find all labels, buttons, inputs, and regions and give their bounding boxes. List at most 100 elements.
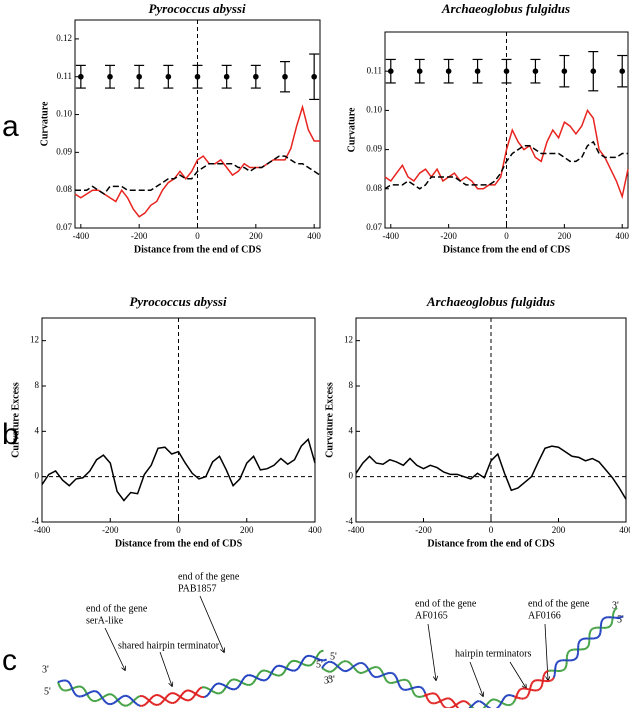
helix-strand bbox=[316, 657, 321, 661]
error-bar bbox=[588, 50, 599, 92]
helix-strand bbox=[387, 681, 390, 684]
helix-strand bbox=[336, 665, 340, 669]
helix-strand bbox=[500, 701, 503, 704]
helix-strand bbox=[498, 700, 502, 703]
helix-strand bbox=[526, 694, 529, 697]
helix-strand bbox=[210, 689, 215, 693]
helix-strand bbox=[72, 686, 76, 690]
helix-strand bbox=[334, 663, 337, 666]
helix-strand bbox=[340, 661, 344, 664]
helix-strand bbox=[226, 681, 230, 686]
helix-strand bbox=[502, 697, 505, 700]
helix-strand bbox=[365, 669, 368, 673]
helix-strand bbox=[190, 690, 194, 694]
helix-strand bbox=[127, 703, 131, 707]
chart-title: Pyrococcus abyssi bbox=[129, 294, 227, 309]
helix-strand bbox=[178, 695, 182, 699]
arrow bbox=[427, 623, 436, 680]
helix-strand bbox=[499, 702, 502, 706]
helix-strand bbox=[385, 679, 388, 682]
helix-strand bbox=[213, 690, 217, 694]
helix-strand bbox=[289, 659, 294, 663]
y-tick-label: 0.10 bbox=[56, 109, 72, 119]
helix-strand bbox=[423, 691, 427, 694]
helix-strand bbox=[234, 687, 238, 690]
terminator-label: hairpin terminators bbox=[455, 648, 531, 659]
helix-strand bbox=[539, 686, 543, 689]
mean-point bbox=[165, 73, 172, 80]
helix-strand bbox=[552, 677, 555, 680]
helix-strand bbox=[73, 692, 76, 695]
helix-strand bbox=[104, 694, 108, 697]
gene-label: PAB1857 bbox=[178, 583, 217, 594]
x-tick-label: -400 bbox=[73, 231, 90, 241]
helix-strand bbox=[518, 689, 521, 692]
helix-strand bbox=[531, 680, 534, 684]
error-bar bbox=[192, 64, 203, 89]
y-axis-label: Curvature bbox=[39, 101, 50, 146]
y-tick-label: 0.09 bbox=[366, 144, 382, 154]
helix-strand bbox=[167, 693, 171, 696]
gene-label: end of the gene bbox=[528, 598, 590, 609]
helix-strand bbox=[597, 635, 600, 638]
y-tick-label: 0.10 bbox=[366, 104, 382, 114]
helix-strand bbox=[380, 670, 384, 673]
helix-strand bbox=[512, 701, 515, 704]
helix-strand bbox=[357, 671, 360, 674]
y-tick-label: 4 bbox=[349, 425, 354, 435]
helix-strand bbox=[285, 664, 290, 669]
helix-strand bbox=[264, 677, 269, 682]
helix-strand bbox=[504, 703, 507, 706]
helix-strand bbox=[133, 698, 137, 702]
helix-strand bbox=[392, 672, 395, 675]
helix-strand bbox=[414, 694, 417, 697]
helix-strand bbox=[486, 702, 489, 706]
helix-strand bbox=[468, 703, 472, 707]
helix-strand bbox=[134, 696, 138, 700]
helix-strand bbox=[504, 695, 507, 698]
helix-strand bbox=[370, 672, 373, 676]
helix-strand bbox=[199, 695, 203, 699]
helix-strand bbox=[439, 701, 443, 704]
helix-strand bbox=[224, 685, 229, 689]
helix-strand bbox=[475, 700, 478, 703]
helix-strand bbox=[467, 702, 471, 706]
helix-strand bbox=[297, 664, 302, 669]
helix-strand bbox=[72, 690, 76, 694]
helix-strand bbox=[334, 666, 338, 670]
helix-strand bbox=[103, 700, 107, 703]
helix-strand bbox=[287, 661, 292, 666]
helix-strand bbox=[406, 679, 409, 682]
helix-strand bbox=[312, 655, 317, 660]
strand-end: 5' bbox=[316, 659, 323, 670]
helix-strand bbox=[102, 698, 106, 702]
y-tick-label: -4 bbox=[346, 516, 354, 526]
helix-strand bbox=[349, 662, 352, 665]
helix-strand bbox=[424, 694, 428, 697]
helix-strand bbox=[114, 700, 118, 703]
helix-strand bbox=[289, 668, 294, 672]
helix-strand bbox=[449, 698, 452, 701]
helix-strand bbox=[422, 689, 426, 692]
helix-strand bbox=[306, 654, 310, 658]
arrow bbox=[159, 651, 172, 686]
helix-strand bbox=[96, 690, 99, 694]
error-bar bbox=[385, 58, 396, 84]
helix-strand bbox=[421, 687, 424, 690]
y-tick-label: 0 bbox=[35, 471, 40, 481]
y-tick-label: 0.11 bbox=[57, 71, 72, 81]
helix-strand bbox=[75, 694, 78, 697]
helix-strand bbox=[136, 695, 140, 699]
helix-strand bbox=[69, 684, 73, 687]
error-bar bbox=[617, 54, 628, 88]
helix-strand bbox=[119, 696, 122, 700]
helix-strand bbox=[451, 706, 454, 708]
error-bar bbox=[75, 64, 86, 89]
helix-strand bbox=[61, 688, 64, 692]
helix-strand bbox=[174, 692, 178, 696]
helix-strand bbox=[326, 669, 329, 673]
mean-point bbox=[282, 73, 288, 80]
helix-strand bbox=[426, 698, 429, 701]
helix-strand bbox=[279, 664, 284, 668]
mean-point bbox=[532, 68, 539, 74]
